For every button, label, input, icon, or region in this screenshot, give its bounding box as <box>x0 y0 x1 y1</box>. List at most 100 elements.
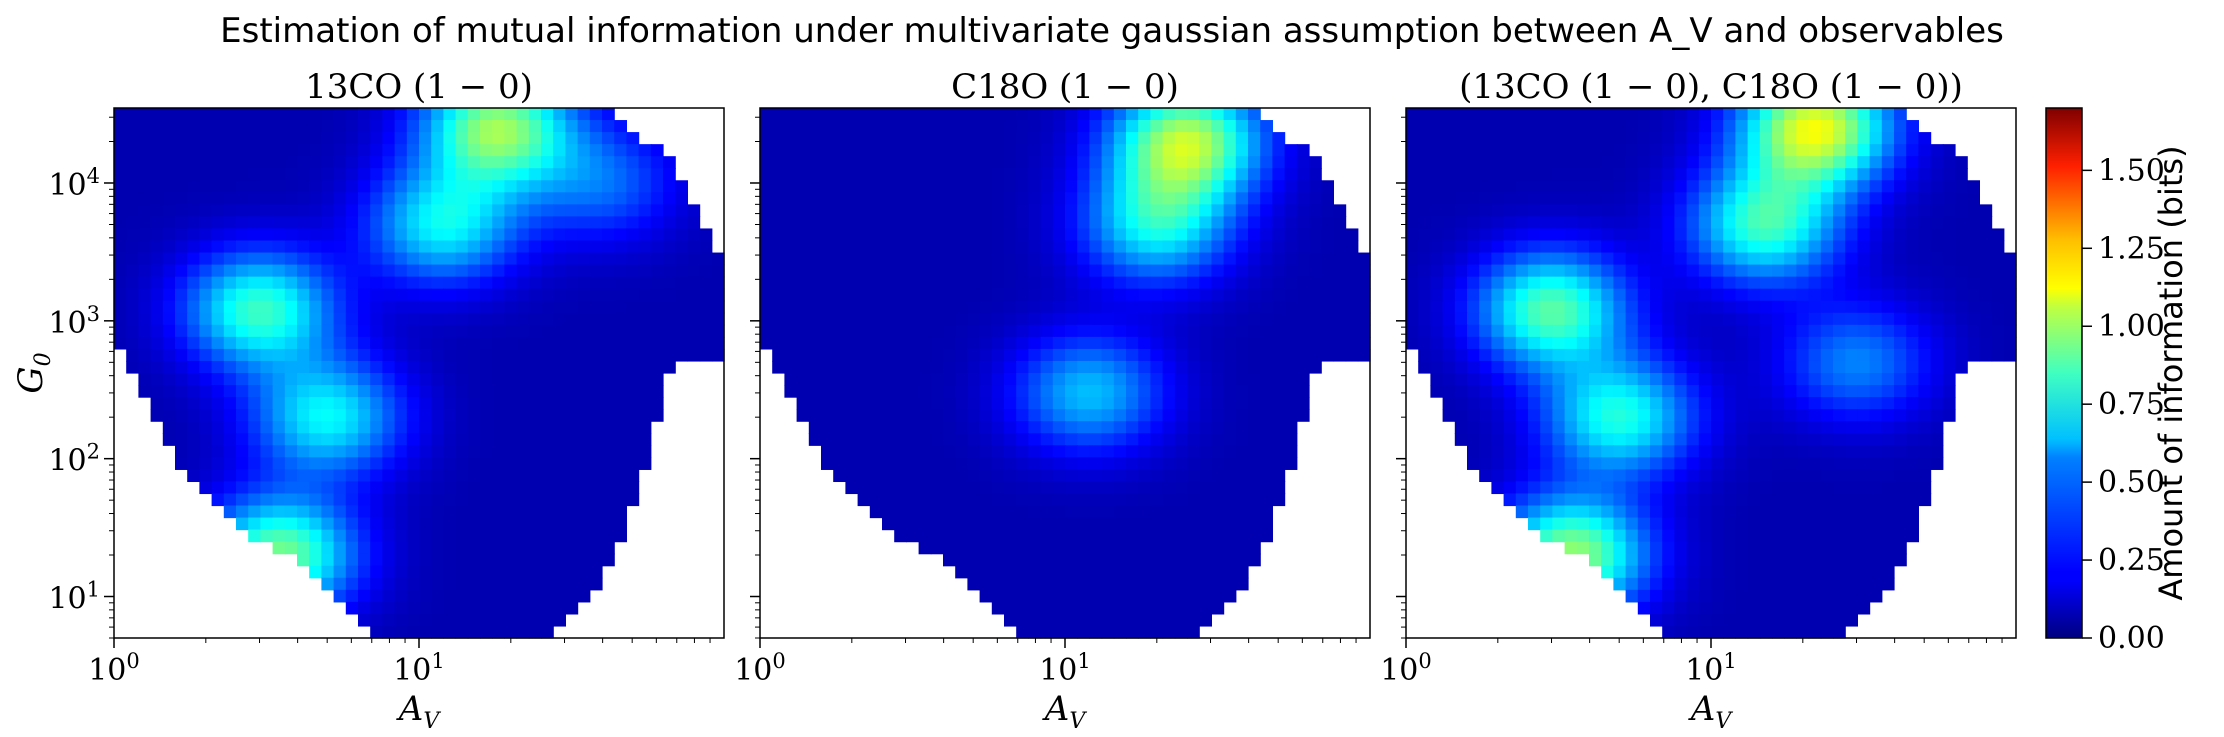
heatmap-cell <box>345 505 359 519</box>
heatmap-cell <box>1820 276 1834 290</box>
heatmap-cell <box>1284 168 1298 181</box>
heatmap-cell <box>162 264 176 278</box>
heatmap-cell <box>1004 156 1017 169</box>
heatmap-cell <box>1065 324 1078 338</box>
heatmap-cell <box>663 204 676 218</box>
heatmap-cell <box>1625 300 1639 314</box>
heatmap-cell <box>480 204 493 218</box>
heatmap-cell <box>1150 493 1164 507</box>
heatmap-cell <box>541 300 554 314</box>
heatmap-cell <box>480 228 493 242</box>
heatmap-cell <box>1698 144 1712 157</box>
heatmap-cell <box>943 240 956 254</box>
heatmap-cell <box>1698 216 1712 230</box>
heatmap-cell <box>1735 324 1749 338</box>
heatmap-cell <box>1430 180 1444 193</box>
heatmap-cell <box>419 108 432 121</box>
heatmap-cell <box>577 577 591 591</box>
heatmap-cell <box>480 288 493 302</box>
heatmap-cell <box>1223 433 1237 446</box>
heatmap-cell <box>1869 397 1883 410</box>
heatmap-cell <box>1747 421 1761 434</box>
heatmap-cell <box>1430 228 1444 242</box>
heatmap-cell <box>321 385 335 398</box>
heatmap-cell <box>236 288 249 302</box>
heatmap-cell <box>1820 288 1834 302</box>
heatmap-cell <box>480 481 493 495</box>
heatmap-cell <box>406 336 420 350</box>
heatmap-cell <box>1589 324 1602 338</box>
heatmap-cell <box>126 288 139 302</box>
heatmap-cell <box>808 132 822 145</box>
heatmap-cell <box>321 156 335 169</box>
heatmap-cell <box>1089 120 1103 133</box>
heatmap-cell <box>553 120 566 133</box>
heatmap-cell <box>1138 216 1151 230</box>
heatmap-cell <box>1016 180 1029 193</box>
heatmap-cell <box>1491 409 1505 422</box>
heatmap-cell <box>1650 108 1663 121</box>
heatmap-cell <box>675 300 688 314</box>
heatmap-cell <box>1942 348 1956 362</box>
heatmap-cell <box>1187 445 1200 458</box>
heatmap-cell <box>1625 373 1639 386</box>
heatmap-cell <box>1065 132 1078 145</box>
heatmap-cell <box>443 565 457 579</box>
heatmap-cell <box>1564 204 1578 218</box>
heatmap-cell <box>492 505 505 519</box>
heatmap-cell <box>1564 421 1578 434</box>
heatmap-cell <box>687 312 701 326</box>
heatmap-cell <box>1674 421 1688 434</box>
heatmap-cell <box>1955 216 1968 230</box>
heatmap-cell <box>333 493 347 507</box>
heatmap-cell <box>1004 252 1017 266</box>
heatmap-cell <box>1162 493 1176 507</box>
x-axis-label: AV <box>1042 689 1088 734</box>
heatmap-cell <box>1296 264 1310 278</box>
heatmap-cell <box>1418 192 1431 205</box>
heatmap-cell <box>1199 276 1212 290</box>
heatmap-cell <box>553 336 566 350</box>
heatmap-cell <box>1089 312 1103 326</box>
heatmap-cell <box>1223 553 1237 567</box>
heatmap-cell <box>1004 493 1017 507</box>
heatmap-cell <box>1674 409 1688 422</box>
heatmap-cell <box>1491 397 1505 410</box>
heatmap-cell <box>1235 360 1249 374</box>
heatmap-cell <box>991 132 1005 145</box>
heatmap-cell <box>1820 264 1834 278</box>
heatmap-cell <box>1479 457 1492 470</box>
heatmap-cell <box>1686 457 1700 470</box>
heatmap-cell <box>1845 216 1858 230</box>
heatmap-cell <box>1309 156 1322 169</box>
heatmap-cell <box>1162 613 1176 627</box>
heatmap-cell <box>1248 348 1261 362</box>
y-tick-label: 104 <box>48 164 100 203</box>
heatmap-cell <box>358 421 371 434</box>
heatmap-cell <box>1784 324 1797 338</box>
heatmap-cell <box>1040 108 1054 121</box>
heatmap-cell <box>991 577 1005 591</box>
heatmap-cell <box>553 360 566 374</box>
heatmap-cell <box>1333 252 1347 266</box>
heatmap-cell <box>199 433 213 446</box>
heatmap-cells <box>760 108 1371 639</box>
heatmap-cell <box>565 240 579 254</box>
heatmap-cell <box>906 228 920 242</box>
heatmap-cell <box>467 168 481 181</box>
heatmap-cell <box>467 613 481 627</box>
heatmap-cell <box>1199 457 1212 470</box>
heatmap-cell <box>1223 529 1237 543</box>
heatmap-cell <box>431 252 444 266</box>
heatmap-cell <box>930 409 944 422</box>
heatmap-cell <box>1686 276 1700 290</box>
heatmap-cell <box>1881 373 1895 386</box>
heatmap-cell <box>1333 264 1347 278</box>
heatmap-cell <box>406 385 420 398</box>
heatmap-cell <box>211 397 225 410</box>
heatmap-cell <box>1503 204 1517 218</box>
heatmap-cell <box>1503 433 1517 446</box>
heatmap-cell <box>272 276 286 290</box>
heatmap-cell <box>541 120 554 133</box>
heatmap-cell <box>869 433 883 446</box>
